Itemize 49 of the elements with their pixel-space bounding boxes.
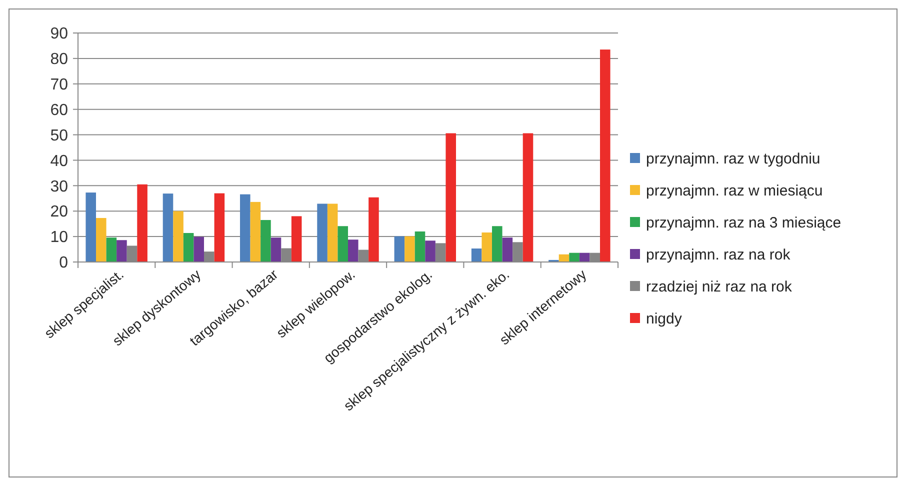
bar — [522, 133, 534, 262]
bar — [250, 202, 261, 262]
legend-label: przynajmn. raz na rok — [646, 246, 791, 264]
bar — [106, 238, 117, 262]
bar — [348, 240, 358, 262]
bar — [579, 252, 590, 262]
bar — [214, 193, 225, 262]
bar — [240, 194, 250, 262]
bar — [368, 197, 379, 262]
bar — [86, 192, 96, 262]
legend-label: przynajmn. raz na 3 miesiące — [646, 214, 842, 232]
y-tick-label: 90 — [50, 26, 68, 43]
bar — [96, 218, 106, 262]
bar — [394, 236, 405, 262]
bar — [600, 50, 610, 262]
bar — [414, 231, 426, 262]
bar — [338, 226, 348, 262]
bar — [404, 236, 415, 262]
bar — [137, 184, 148, 262]
y-tick-label: 50 — [50, 127, 68, 144]
bar — [173, 211, 184, 262]
bar — [327, 204, 338, 262]
y-tick-label: 0 — [59, 254, 68, 272]
legend-label: nigdy — [646, 310, 682, 328]
y-tick-label: 20 — [50, 204, 68, 221]
bar — [116, 240, 127, 262]
bar — [425, 240, 436, 262]
y-tick-label: 60 — [50, 102, 68, 119]
bar — [183, 232, 194, 262]
bar — [569, 252, 580, 262]
bar — [502, 238, 513, 262]
y-tick-label: 80 — [50, 51, 68, 68]
y-tick-label: 70 — [50, 76, 68, 94]
y-tick-label: 40 — [50, 152, 68, 170]
y-tick-label: 30 — [50, 178, 68, 196]
bar — [317, 204, 328, 262]
legend-label: przynajmn. raz w tygodniu — [646, 150, 820, 168]
bar — [260, 220, 271, 262]
bar — [471, 248, 482, 262]
bar — [162, 194, 174, 262]
bar — [446, 133, 456, 262]
y-tick-label: 10 — [50, 229, 68, 246]
bar — [291, 216, 302, 262]
bar — [270, 238, 282, 262]
legend-label: rzadziej niż raz na rok — [646, 278, 792, 296]
legend-label: przynajmn. raz w miesiącu — [646, 182, 823, 200]
bar — [482, 232, 492, 262]
bar — [492, 226, 502, 262]
bar — [194, 236, 204, 262]
